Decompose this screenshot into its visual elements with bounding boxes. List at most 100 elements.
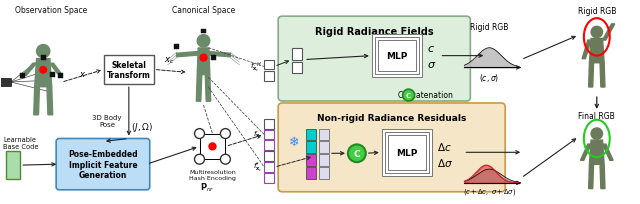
Polygon shape: [589, 165, 593, 189]
Polygon shape: [196, 75, 202, 102]
Circle shape: [200, 55, 207, 62]
Bar: [41, 56, 45, 61]
Text: $\Delta c$: $\Delta c$: [438, 141, 452, 153]
Text: Concatenation: Concatenation: [397, 91, 454, 100]
Circle shape: [403, 90, 415, 102]
Polygon shape: [177, 52, 198, 58]
Polygon shape: [580, 144, 591, 161]
Text: Rigid RGB: Rigid RGB: [578, 7, 616, 16]
Text: $f_{\mathbf{x}_c}$: $f_{\mathbf{x}_c}$: [253, 129, 262, 140]
Polygon shape: [35, 59, 52, 87]
Text: $f_{\mathbf{x}_c}^{:H}$: $f_{\mathbf{x}_c}^{:H}$: [250, 60, 262, 74]
Text: Learnable
Base Code: Learnable Base Code: [3, 137, 39, 150]
Text: $(J, \Omega)$: $(J, \Omega)$: [131, 120, 153, 133]
Circle shape: [591, 27, 602, 39]
Text: $(c+\Delta c,\ \sigma+\Delta\sigma)$: $(c+\Delta c,\ \sigma+\Delta\sigma)$: [463, 186, 516, 196]
Bar: [292, 62, 302, 74]
Bar: [264, 162, 274, 172]
Text: $(c, \sigma)$: $(c, \sigma)$: [479, 72, 499, 84]
Bar: [372, 35, 422, 78]
Circle shape: [591, 128, 602, 140]
Polygon shape: [589, 140, 604, 165]
Text: 3D Body
Pose: 3D Body Pose: [92, 114, 122, 127]
Text: Final RGB: Final RGB: [579, 111, 615, 120]
Text: C: C: [353, 149, 360, 158]
Bar: [264, 119, 274, 129]
Text: $x$: $x$: [79, 70, 86, 79]
Polygon shape: [22, 64, 36, 76]
Bar: [375, 38, 419, 75]
Bar: [306, 142, 316, 154]
Bar: [319, 142, 329, 154]
Polygon shape: [47, 87, 52, 115]
Polygon shape: [600, 63, 605, 88]
Bar: [51, 73, 55, 78]
Bar: [306, 167, 316, 179]
Polygon shape: [600, 165, 605, 189]
Text: Rigid Radiance Fields: Rigid Radiance Fields: [315, 27, 433, 37]
FancyBboxPatch shape: [278, 17, 470, 102]
Polygon shape: [602, 25, 615, 41]
Text: MLP: MLP: [396, 148, 417, 157]
Text: $\Delta\sigma$: $\Delta\sigma$: [438, 156, 453, 168]
Circle shape: [197, 35, 210, 48]
Bar: [306, 129, 316, 141]
Bar: [174, 45, 179, 50]
Text: $x_c$: $x_c$: [164, 56, 174, 66]
Circle shape: [36, 45, 50, 58]
Bar: [319, 167, 329, 179]
Polygon shape: [197, 49, 210, 75]
Circle shape: [220, 154, 230, 164]
Bar: [264, 152, 274, 161]
Circle shape: [348, 145, 366, 162]
Polygon shape: [205, 75, 211, 102]
Text: $\sigma$: $\sigma$: [426, 59, 436, 69]
Text: Non-rigid Radiance Residuals: Non-rigid Radiance Residuals: [317, 114, 467, 123]
Bar: [104, 55, 154, 85]
Text: MLP: MLP: [386, 52, 407, 61]
Text: Observation Space: Observation Space: [15, 6, 87, 15]
Circle shape: [40, 67, 47, 74]
FancyBboxPatch shape: [56, 139, 150, 190]
Polygon shape: [582, 41, 591, 59]
Bar: [388, 135, 426, 170]
Bar: [306, 154, 316, 166]
Polygon shape: [209, 52, 230, 58]
Polygon shape: [50, 64, 61, 74]
Text: $\mathbf{P}_{nr}$: $\mathbf{P}_{nr}$: [200, 181, 215, 193]
Circle shape: [195, 129, 205, 139]
Bar: [292, 49, 302, 60]
Circle shape: [220, 129, 230, 139]
Circle shape: [195, 154, 205, 164]
Text: $c$: $c$: [426, 43, 435, 53]
Polygon shape: [589, 39, 604, 63]
Bar: [58, 74, 63, 78]
Polygon shape: [34, 87, 40, 115]
Bar: [381, 129, 431, 176]
Text: Multiresolution
Hash Encoding: Multiresolution Hash Encoding: [189, 169, 236, 180]
Bar: [264, 72, 274, 82]
Text: ❄: ❄: [289, 135, 300, 148]
Bar: [6, 152, 20, 179]
Bar: [378, 41, 415, 72]
Bar: [264, 60, 274, 70]
Text: Skeletal
Transform: Skeletal Transform: [107, 60, 151, 80]
Text: Canonical Space: Canonical Space: [172, 6, 235, 15]
Text: C: C: [406, 93, 411, 99]
Bar: [20, 74, 25, 78]
Text: Rigid RGB: Rigid RGB: [470, 23, 508, 32]
Bar: [0, 79, 11, 86]
Polygon shape: [589, 63, 593, 88]
Bar: [264, 130, 274, 140]
Bar: [385, 132, 429, 173]
FancyBboxPatch shape: [278, 103, 505, 192]
Circle shape: [209, 143, 216, 150]
Polygon shape: [602, 144, 613, 161]
Bar: [201, 29, 206, 34]
Text: Pose-Embedded
Implicit Feature
Generation: Pose-Embedded Implicit Feature Generatio…: [68, 150, 138, 179]
Bar: [264, 173, 274, 183]
Bar: [319, 154, 329, 166]
Bar: [264, 141, 274, 151]
Bar: [211, 56, 216, 61]
Text: $f_{\mathbf{x}_c}^{*}$: $f_{\mathbf{x}_c}^{*}$: [253, 160, 262, 174]
